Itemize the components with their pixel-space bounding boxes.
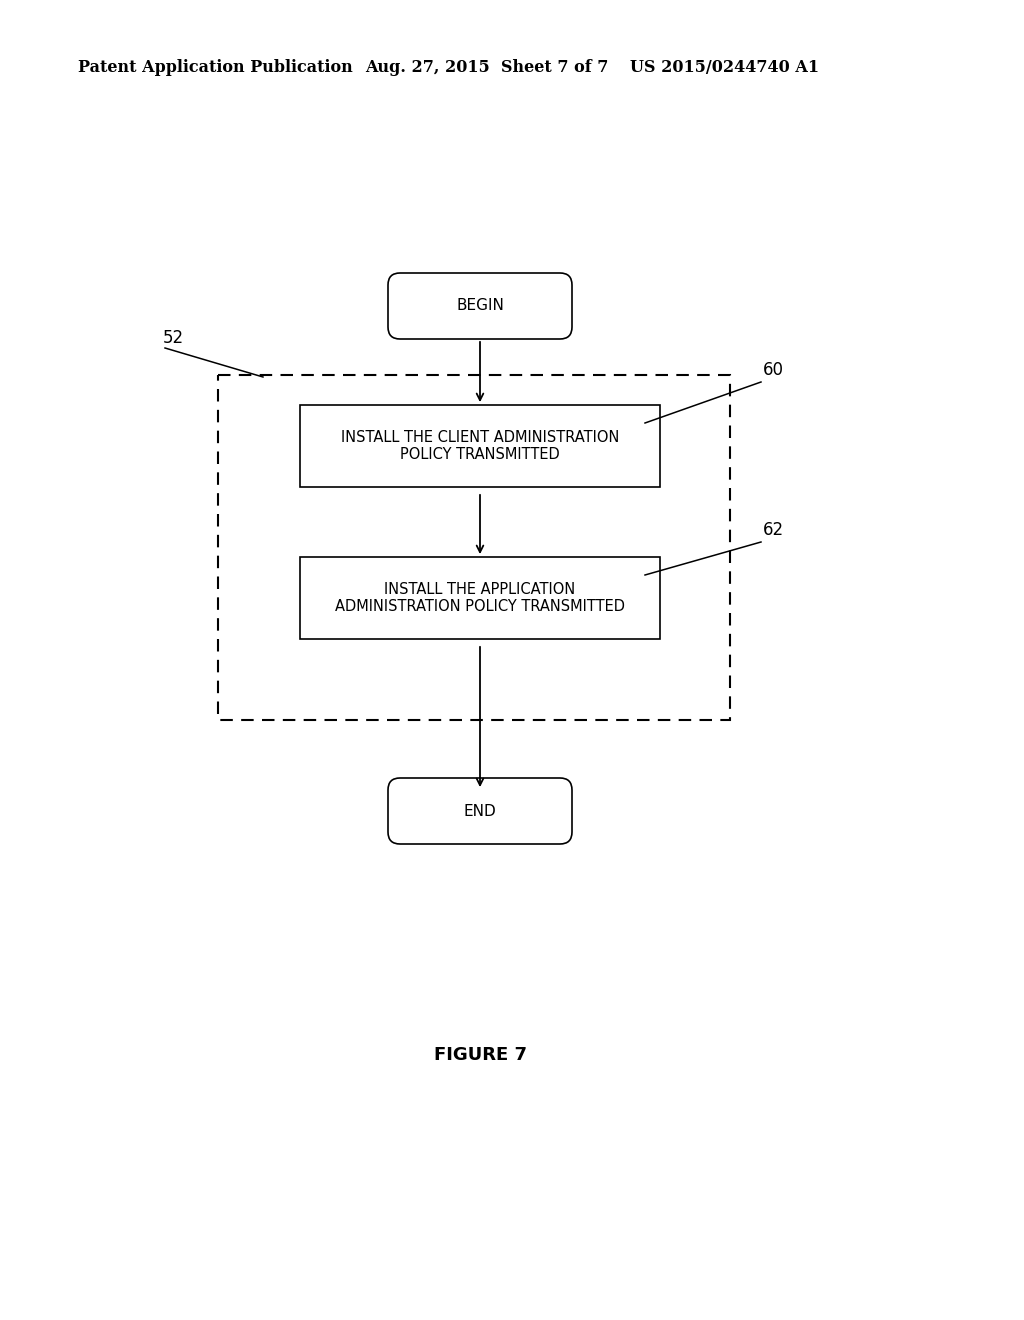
Text: Patent Application Publication: Patent Application Publication — [78, 59, 352, 77]
Text: BEGIN: BEGIN — [456, 298, 504, 314]
Bar — [218, 375, 730, 719]
Bar — [300, 405, 660, 487]
Bar — [300, 557, 660, 639]
Text: 62: 62 — [763, 521, 784, 539]
Text: Aug. 27, 2015  Sheet 7 of 7: Aug. 27, 2015 Sheet 7 of 7 — [365, 59, 608, 77]
Text: END: END — [464, 804, 497, 818]
FancyBboxPatch shape — [388, 273, 572, 339]
Text: FIGURE 7: FIGURE 7 — [433, 1045, 526, 1064]
Text: INSTALL THE APPLICATION
ADMINISTRATION POLICY TRANSMITTED: INSTALL THE APPLICATION ADMINISTRATION P… — [335, 582, 625, 614]
Text: US 2015/0244740 A1: US 2015/0244740 A1 — [630, 59, 819, 77]
Text: 60: 60 — [763, 360, 784, 379]
FancyBboxPatch shape — [388, 777, 572, 843]
Text: INSTALL THE CLIENT ADMINISTRATION
POLICY TRANSMITTED: INSTALL THE CLIENT ADMINISTRATION POLICY… — [341, 430, 620, 462]
Text: 52: 52 — [163, 329, 184, 347]
